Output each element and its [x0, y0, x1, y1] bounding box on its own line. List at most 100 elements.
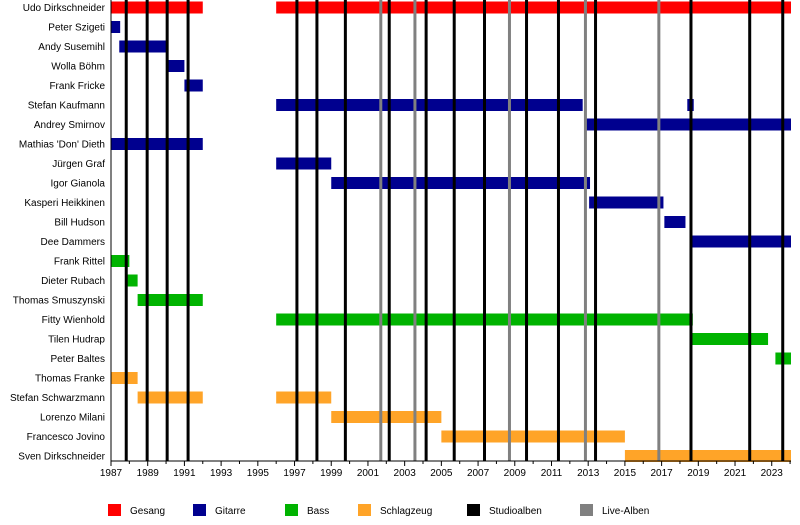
member-label: Sven Dirkschneider [18, 452, 105, 463]
studio-album-line [295, 0, 299, 461]
legend: Gesang Gitarre Bass Schlagzeug Studioalben Li… [108, 504, 649, 517]
studio-album-line [387, 0, 391, 461]
member-bar [691, 333, 769, 345]
member-bar [119, 40, 167, 53]
member-bar [276, 157, 332, 170]
studio-album-line [689, 0, 693, 461]
live-album-line [583, 0, 587, 461]
x-tick-label: 1993 [210, 468, 233, 479]
member-label: Bill Hudson [54, 218, 105, 229]
album-lines [124, 0, 785, 461]
member-bar [276, 1, 791, 14]
member-bar [276, 99, 583, 111]
member-label: Wolla Böhm [51, 62, 105, 73]
x-tick-label: 2017 [650, 468, 673, 479]
x-tick-label: 1995 [247, 468, 270, 479]
member-bar [331, 177, 591, 189]
member-label: Andrey Smirnov [34, 120, 105, 131]
x-tick-label: 2019 [687, 468, 710, 479]
member-label: Udo Dirkschneider [23, 3, 106, 14]
live-album-line [657, 0, 661, 461]
member-label: Lorenzo Milani [40, 413, 105, 424]
studio-album-line [556, 0, 560, 461]
legend-swatch [285, 504, 298, 516]
legend-label: Live-Alben [602, 506, 649, 517]
studio-album-line [748, 0, 752, 461]
legend-label: Bass [307, 506, 329, 517]
member-labels: Udo Dirkschneider Peter Szigeti Andy Susem… [10, 3, 106, 463]
legend-swatch [467, 504, 480, 516]
legend-label: Schlagzeug [380, 506, 432, 517]
member-label: Andy Susemihl [38, 42, 105, 53]
legend-swatch [580, 504, 593, 516]
live-album-line [507, 0, 511, 461]
legend-swatch [193, 504, 206, 516]
legend-label: Gesang [130, 506, 165, 517]
legend-label: Studioalben [489, 506, 542, 517]
member-label: Frank Rittel [54, 257, 105, 268]
studio-album-line [781, 0, 785, 461]
member-bar [111, 1, 203, 14]
member-bar [137, 294, 203, 306]
studio-album-line [165, 0, 169, 461]
x-tick-label: 2023 [761, 468, 784, 479]
member-label: Tilen Hudrap [48, 335, 105, 346]
studio-album-line [186, 0, 190, 461]
member-label: Peter Baltes [51, 354, 105, 365]
member-bar [586, 118, 791, 131]
studio-album-line [343, 0, 347, 461]
studio-album-line [594, 0, 598, 461]
studio-album-line [482, 0, 486, 461]
member-label: Mathias 'Don' Dieth [19, 140, 105, 151]
member-bar [111, 372, 138, 384]
x-tick-label: 2007 [467, 468, 490, 479]
legend-swatch [108, 504, 121, 516]
member-bar [441, 430, 625, 443]
member-label: Peter Szigeti [48, 23, 105, 34]
member-bar [127, 274, 138, 287]
x-tick-label: 1987 [100, 468, 123, 479]
studio-album-line [145, 0, 149, 461]
studio-album-line [424, 0, 428, 461]
member-bar [111, 21, 121, 33]
member-label: Stefan Kaufmann [28, 101, 105, 112]
x-tick-label: 2021 [724, 468, 747, 479]
studio-album-line [124, 0, 128, 461]
member-label: Igor Gianola [51, 179, 106, 190]
member-bars [111, 1, 791, 462]
member-label: Thomas Smuszynski [13, 296, 105, 307]
x-tick-label: 2003 [394, 468, 417, 479]
live-album-line [413, 0, 417, 461]
member-label: Thomas Franke [35, 374, 105, 385]
member-label: Kasperi Heikkinen [24, 198, 105, 209]
member-bar [137, 391, 203, 404]
studio-album-line [525, 0, 529, 461]
member-label: Fitty Wienhold [42, 315, 105, 326]
member-bar [624, 450, 791, 462]
x-tick-label: 2015 [614, 468, 637, 479]
studio-album-line [315, 0, 319, 461]
member-bar [276, 391, 332, 404]
live-album-line [379, 0, 383, 461]
legend-swatch [358, 504, 371, 516]
member-label: Dieter Rubach [41, 276, 105, 287]
x-axis: 1987 1989 1991 1993 1995 1997 1999 2001 2003 2005… [100, 0, 791, 479]
x-tick-label: 2001 [357, 468, 380, 479]
member-label: Stefan Schwarzmann [10, 393, 105, 404]
member-label: Dee Dammers [41, 237, 105, 248]
x-tick-label: 1991 [173, 468, 196, 479]
member-label: Frank Fricke [49, 81, 105, 92]
studio-album-line [452, 0, 456, 461]
x-tick-label: 2005 [430, 468, 453, 479]
member-label: Jürgen Graf [52, 159, 105, 170]
x-tick-label: 1999 [320, 468, 343, 479]
x-tick-label: 1997 [283, 468, 306, 479]
x-tick-label: 2011 [541, 468, 563, 479]
x-tick-label: 2013 [577, 468, 600, 479]
member-bar [111, 138, 203, 150]
x-tick-label: 2009 [504, 468, 527, 479]
member-bar [166, 60, 185, 72]
member-label: Francesco Jovino [27, 432, 106, 443]
member-bar [690, 235, 791, 248]
